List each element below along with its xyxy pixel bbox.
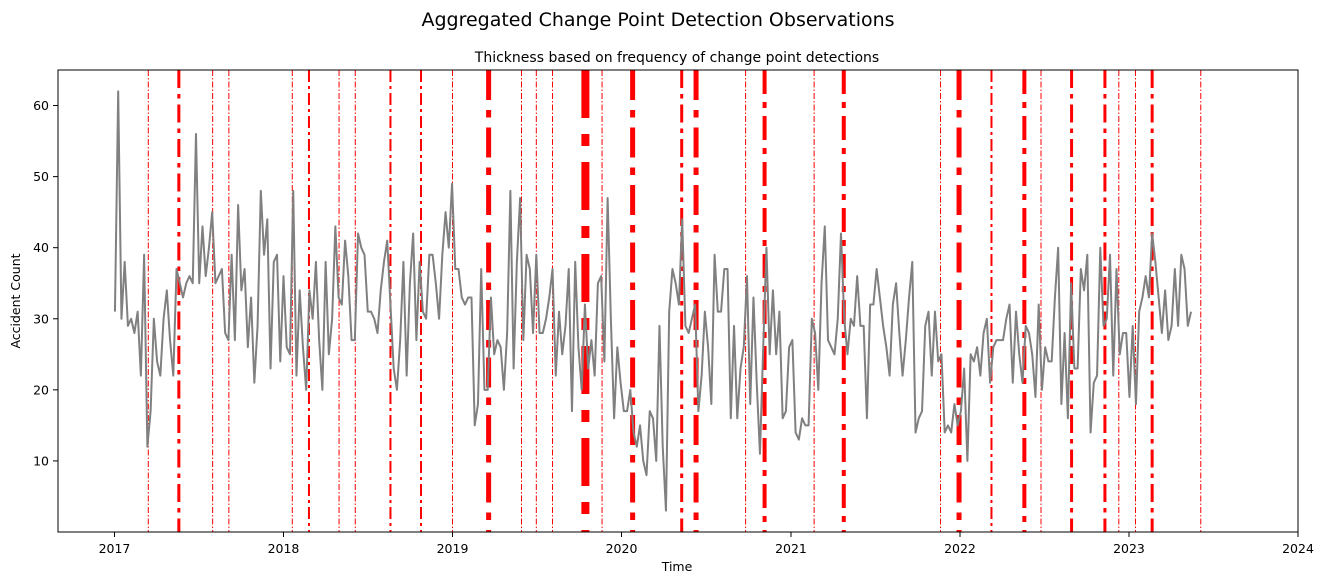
x-tick-label: 2021 — [775, 541, 807, 556]
y-axis-label: Accident Count — [8, 253, 23, 348]
figure-suptitle: Aggregated Change Point Detection Observ… — [421, 9, 894, 31]
y-tick-label: 40 — [33, 240, 49, 255]
y-tick-label: 20 — [33, 382, 49, 397]
y-tick-label: 60 — [33, 98, 49, 113]
x-axis: 2017 2018 2019 2020 2021 2022 2023 2024 — [99, 532, 1314, 556]
x-tick-label: 2022 — [944, 541, 976, 556]
y-axis: 10 20 30 40 50 60 — [33, 98, 58, 468]
y-tick-label: 30 — [33, 311, 49, 326]
x-tick-label: 2024 — [1282, 541, 1314, 556]
y-tick-label: 10 — [33, 453, 49, 468]
change-point-lines — [147, 70, 1202, 532]
x-axis-label: Time — [661, 559, 693, 574]
x-tick-label: 2019 — [437, 541, 469, 556]
y-tick-label: 50 — [33, 169, 49, 184]
plot-frame — [57, 69, 1299, 533]
x-tick-label: 2017 — [99, 541, 131, 556]
accident-count-line — [113, 90, 1193, 512]
chart-title: Thickness based on frequency of change p… — [474, 50, 879, 66]
plot-area — [57, 69, 1299, 533]
x-tick-label: 2023 — [1113, 541, 1145, 556]
x-tick-label: 2018 — [268, 541, 300, 556]
x-tick-label: 2020 — [606, 541, 638, 556]
